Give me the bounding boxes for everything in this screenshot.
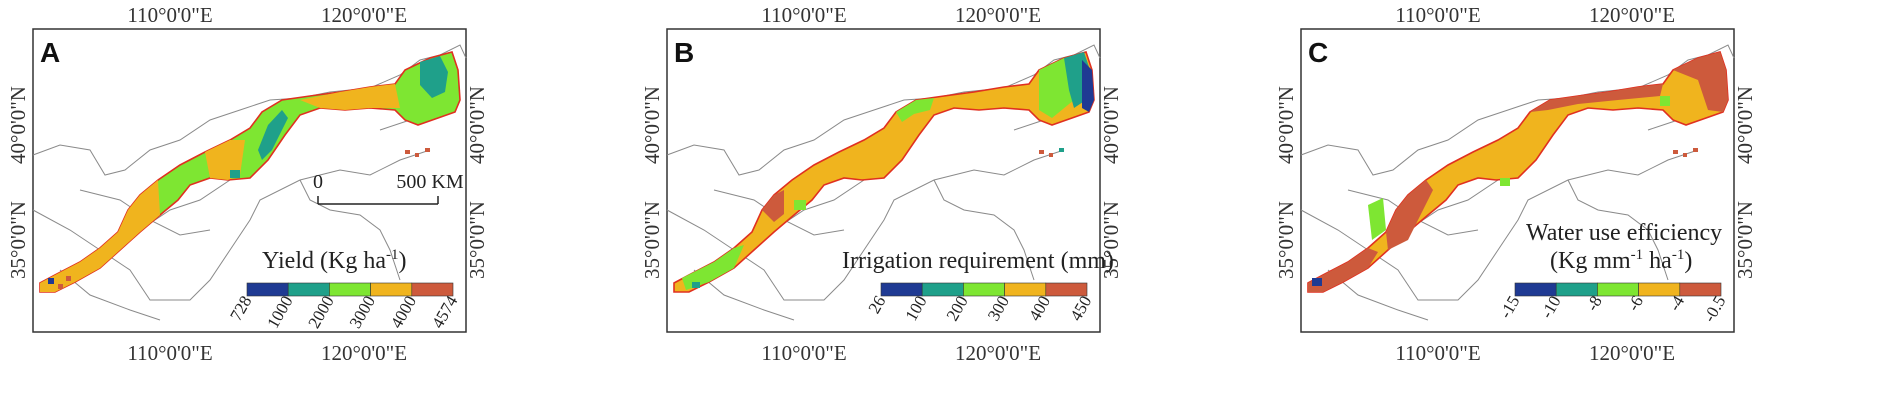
patch-teal-small: [230, 170, 240, 178]
patch-red-mid: [762, 190, 784, 222]
lon-label-top-110: 110°0'0"E: [761, 3, 846, 27]
lat-label-right-35: 35°0'0"N: [1733, 201, 1757, 279]
map-c: 110°0'0"E 120°0'0"E 110°0'0"E 120°0'0"E …: [1274, 3, 1757, 365]
scale-start: 0: [313, 171, 323, 193]
lat-label-right-40: 40°0'0"N: [1099, 86, 1123, 164]
panel-letter: B: [674, 37, 694, 68]
legend-title-line2: (Kg mm-1 ha-1): [1550, 247, 1692, 274]
lon-label-top-110: 110°0'0"E: [127, 3, 212, 27]
map-frame: [1300, 28, 1735, 333]
legend-title: Water use efficiency: [1526, 220, 1722, 246]
lat-label-left-40: 40°0'0"N: [6, 86, 30, 164]
map-frame: [666, 28, 1101, 333]
lat-label-left-35: 35°0'0"N: [640, 201, 664, 279]
legend-swatch: [1679, 282, 1722, 297]
map-b: 110°0'0"E 120°0'0"E 110°0'0"E 120°0'0"E …: [640, 3, 1123, 365]
lat-label-left-35: 35°0'0"N: [6, 201, 30, 279]
patch-red-west-2: [66, 276, 71, 281]
lon-label-top-110: 110°0'0"E: [1395, 3, 1480, 27]
legend-swatch: [411, 282, 454, 297]
lat-label-right-40: 40°0'0"N: [465, 86, 489, 164]
lon-label-top-120: 120°0'0"E: [1589, 3, 1675, 27]
lat-label-left-40: 40°0'0"N: [1274, 86, 1298, 164]
panel-letter: A: [40, 37, 60, 68]
lon-label-bottom-110: 110°0'0"E: [1395, 341, 1480, 365]
lon-label-bottom-120: 120°0'0"E: [1589, 341, 1675, 365]
legend-title: Yield (Kg ha-1): [262, 247, 406, 274]
patch-teal-west: [692, 282, 700, 288]
patch-green-mid: [896, 98, 934, 122]
lat-label-left-40: 40°0'0"N: [640, 86, 664, 164]
patch-green-east: [1660, 96, 1670, 106]
lat-label-right-35: 35°0'0"N: [465, 201, 489, 279]
patch-orange-east: [300, 84, 400, 110]
lat-label-left-35: 35°0'0"N: [1274, 201, 1298, 279]
patch-red-east: [1673, 52, 1728, 112]
map-a: 110°0'0"E 120°0'0"E 110°0'0"E 120°0'0"E …: [6, 3, 489, 365]
patch-red-west-mid: [1386, 180, 1433, 250]
scale-bar: 0 500 KM: [313, 171, 464, 205]
patch-green-mid: [1500, 178, 1510, 186]
panel-b: 110°0'0"E 120°0'0"E 110°0'0"E 120°0'0"E …: [634, 0, 1268, 415]
islands: [1673, 148, 1698, 157]
lon-label-top-120: 120°0'0"E: [955, 3, 1041, 27]
lat-label-right-40: 40°0'0"N: [1733, 86, 1757, 164]
map-frame: [32, 28, 467, 333]
patch-blue-west: [48, 278, 54, 284]
lon-label-bottom-120: 120°0'0"E: [955, 341, 1041, 365]
region-band: [39, 51, 461, 293]
patch-blue-east: [1082, 60, 1094, 112]
lon-label-bottom-110: 110°0'0"E: [761, 341, 846, 365]
panel-a: 110°0'0"E 120°0'0"E 110°0'0"E 120°0'0"E …: [0, 0, 634, 415]
patch-blue-west: [1312, 278, 1322, 286]
patch-orange-west: [40, 180, 160, 292]
patch-green-west: [682, 245, 744, 290]
patch-green-small: [794, 200, 806, 210]
patch-teal-mid: [258, 110, 288, 160]
legend-b: Irrigation requirement (mm) 26 100 200 300 4…: [842, 248, 1114, 324]
legend-swatch: [1045, 282, 1088, 297]
panel-letter: C: [1308, 37, 1328, 68]
patch-red-west: [58, 284, 63, 289]
islands: [1039, 148, 1064, 157]
patch-green-west: [1368, 198, 1386, 240]
panel-c: 110°0'0"E 120°0'0"E 110°0'0"E 120°0'0"E …: [1268, 0, 1902, 415]
lon-label-top-120: 120°0'0"E: [321, 3, 407, 27]
patch-red-ridge: [1530, 84, 1663, 112]
scale-end: 500 KM: [396, 171, 463, 193]
lat-label-right-35: 35°0'0"N: [1099, 201, 1123, 279]
patch-red-west: [1308, 248, 1378, 292]
legend-title: Irrigation requirement (mm): [842, 248, 1114, 274]
lon-label-bottom-110: 110°0'0"E: [127, 341, 212, 365]
islands: [405, 148, 430, 157]
patch-teal-east: [420, 56, 448, 98]
lon-label-bottom-120: 120°0'0"E: [321, 341, 407, 365]
